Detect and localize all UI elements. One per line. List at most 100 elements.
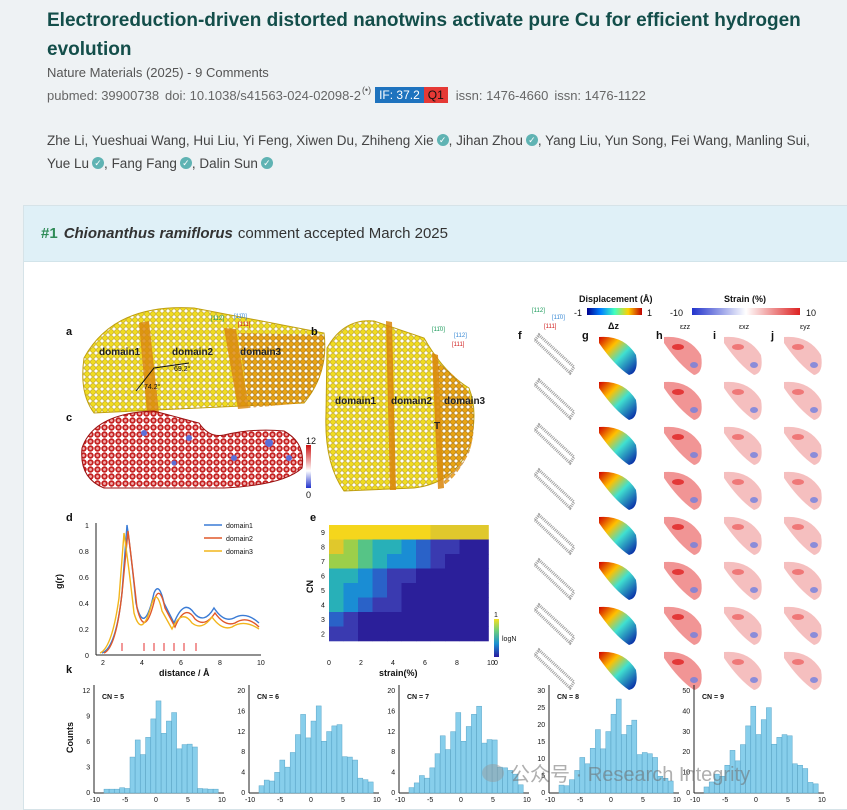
author-name[interactable]: Yang Liu bbox=[545, 133, 598, 148]
heatmap-cell bbox=[445, 554, 460, 569]
legend-label: domain1 bbox=[226, 523, 253, 530]
e-ytick: 6 bbox=[321, 574, 325, 581]
strain-colorbar bbox=[692, 308, 800, 315]
hist-bar bbox=[476, 705, 482, 794]
author-link[interactable]: Xiwen Du bbox=[296, 133, 354, 148]
heatmap-cell bbox=[329, 525, 344, 540]
author-name[interactable]: Fei Wang bbox=[670, 133, 729, 148]
panel-label-b: b bbox=[311, 326, 318, 338]
author-link[interactable]: Fang Fang ✓ bbox=[112, 156, 192, 171]
heatmap-cell bbox=[387, 568, 402, 584]
d-ytick: 1 bbox=[85, 523, 89, 530]
author-name[interactable]: Zhiheng Xie bbox=[361, 133, 434, 148]
author-name[interactable]: Dalin Sun bbox=[199, 156, 258, 171]
journal-line[interactable]: Nature Materials (2025) - 9 Comments bbox=[47, 65, 269, 80]
hist-bar bbox=[652, 757, 658, 794]
heatmap-cell bbox=[343, 583, 359, 598]
hist-bar bbox=[439, 735, 446, 794]
heatmap-cell bbox=[459, 568, 475, 584]
strain-map bbox=[724, 426, 762, 465]
author-name[interactable]: Yue Lu bbox=[47, 156, 90, 171]
heatmap-cell bbox=[416, 583, 431, 598]
author-link[interactable]: Dalin Sun ✓ bbox=[199, 156, 273, 171]
hist-bar bbox=[305, 737, 312, 794]
hist-xtick: 10 bbox=[373, 797, 381, 804]
heatmap-cell bbox=[387, 539, 402, 555]
angle-a-label: 74.2° bbox=[144, 383, 161, 391]
author-name[interactable]: Hui Liu bbox=[193, 133, 236, 148]
author-name[interactable]: Fang Fang bbox=[111, 156, 177, 171]
hist-bar bbox=[160, 733, 167, 794]
heatmap-cell bbox=[474, 525, 489, 540]
hist-xtick: -10 bbox=[245, 797, 255, 804]
heatmap-cell bbox=[329, 554, 344, 569]
strain-hotspot bbox=[672, 479, 684, 485]
author-name[interactable]: Jihan Zhou bbox=[456, 133, 523, 148]
hist-title: CN = 5 bbox=[102, 694, 124, 701]
e-ytick: 4 bbox=[321, 603, 325, 610]
d-xtick: 8 bbox=[218, 660, 222, 667]
hist-xtick: 0 bbox=[309, 797, 313, 804]
author-name[interactable]: Zhe Li bbox=[47, 133, 85, 148]
heatmap-cell bbox=[358, 539, 373, 555]
panel-label-i: i bbox=[713, 330, 716, 342]
author-link[interactable]: Yueshuai Wang bbox=[92, 133, 186, 148]
comment-header[interactable]: #1 Chionanthus ramiflorus comment accept… bbox=[24, 206, 847, 262]
domain2-label-a: domain2 bbox=[172, 347, 214, 358]
strain-coldspot bbox=[750, 407, 758, 413]
hist-xtick: 10 bbox=[523, 797, 531, 804]
author-name[interactable]: Xiwen Du bbox=[296, 133, 355, 148]
hist-xtick: 5 bbox=[786, 797, 790, 804]
hist-bar bbox=[781, 734, 788, 794]
author-link[interactable]: Zhiheng Xie ✓ bbox=[362, 133, 449, 148]
strain-coldspot bbox=[750, 632, 758, 638]
strain-map bbox=[724, 561, 762, 600]
svg-text:[112̄]: [112̄] bbox=[211, 316, 224, 322]
author-link[interactable]: Manling Sui bbox=[736, 133, 807, 148]
heatmap-cell bbox=[401, 626, 417, 642]
author-link[interactable]: Yi Feng bbox=[243, 133, 289, 148]
hist-bar bbox=[517, 784, 524, 794]
author-link[interactable]: Fei Wang bbox=[671, 133, 728, 148]
author-link[interactable]: Yun Song bbox=[605, 133, 664, 148]
paper-title[interactable]: Electroreduction-driven distorted nanotw… bbox=[47, 10, 801, 60]
strain-min: -10 bbox=[670, 308, 683, 318]
hist-bar bbox=[263, 779, 270, 794]
hist-bar bbox=[124, 788, 131, 794]
hist-bar bbox=[269, 780, 275, 794]
pubmed-id[interactable]: pubmed: 39900738 bbox=[47, 87, 160, 103]
hist-bar bbox=[347, 756, 353, 794]
author-link[interactable]: Jihan Zhou ✓ bbox=[456, 133, 538, 148]
heatmap-cell bbox=[474, 554, 489, 569]
author-link[interactable]: Yue Lu ✓ bbox=[47, 156, 105, 171]
issn-electronic: issn: 1476-4660 bbox=[455, 87, 549, 103]
hist-ytick: 40 bbox=[682, 708, 690, 715]
author-name[interactable]: Yun Song bbox=[604, 133, 664, 148]
commenter-name[interactable]: Chionanthus ramiflorus bbox=[63, 225, 233, 242]
author-name[interactable]: Manling Sui bbox=[735, 133, 807, 148]
doi-link[interactable]: doi: 10.1038/s41563-024-02098-2 bbox=[165, 87, 361, 103]
author-link[interactable]: Hui Liu bbox=[193, 133, 235, 148]
heatmap-cell bbox=[358, 554, 373, 569]
author-link[interactable]: Zhe Li bbox=[47, 133, 85, 148]
d-yticks: 0 0.2 0.4 0.6 0.8 1 bbox=[79, 523, 89, 660]
hist-ytick: 5 bbox=[541, 773, 545, 780]
hist-ytick: 10 bbox=[682, 770, 690, 777]
e-xlabel: strain(%) bbox=[379, 668, 418, 678]
heatmap-cell bbox=[445, 525, 460, 540]
panel-label-h: h bbox=[656, 330, 663, 342]
displacement-map bbox=[599, 381, 637, 420]
panel-label-f: f bbox=[518, 330, 522, 342]
author-name[interactable]: Yueshuai Wang bbox=[91, 133, 186, 148]
e-xtick: 4 bbox=[391, 660, 395, 667]
strain-hotspot bbox=[672, 344, 684, 350]
author-link[interactable]: Yang Liu bbox=[545, 133, 597, 148]
author-name[interactable]: Yi Feng bbox=[242, 133, 289, 148]
heatmap-cell bbox=[372, 612, 388, 627]
strain-coldspot bbox=[690, 497, 698, 503]
hist-title: CN = 6 bbox=[257, 694, 279, 701]
d-ylabel: g(r) bbox=[54, 574, 64, 589]
hist-bar bbox=[279, 759, 286, 794]
hist-bar bbox=[310, 720, 317, 794]
